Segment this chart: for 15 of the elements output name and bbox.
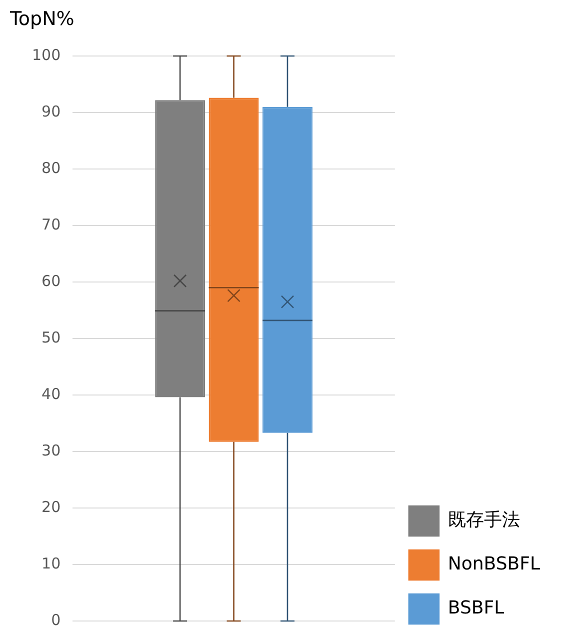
- y-tick-label: 60: [42, 272, 61, 290]
- y-tick-label: 50: [42, 328, 61, 346]
- y-tick-label: 80: [42, 158, 61, 177]
- legend-label: NonBSBFL: [448, 554, 540, 575]
- y-tick-label: 90: [42, 102, 61, 120]
- y-tick-label: 10: [42, 554, 61, 572]
- legend-label: BSBFL: [448, 598, 504, 619]
- y-tick-label: 70: [42, 215, 61, 234]
- y-tick-label: 0: [51, 610, 61, 629]
- legend-label: 既存手法: [448, 510, 520, 531]
- y-tick-label: 40: [42, 384, 61, 403]
- y-axis-title: TopN%: [10, 8, 74, 30]
- y-tick-label: 30: [42, 441, 61, 460]
- y-tick-label: 100: [32, 46, 61, 64]
- y-tick-label: 20: [42, 498, 61, 516]
